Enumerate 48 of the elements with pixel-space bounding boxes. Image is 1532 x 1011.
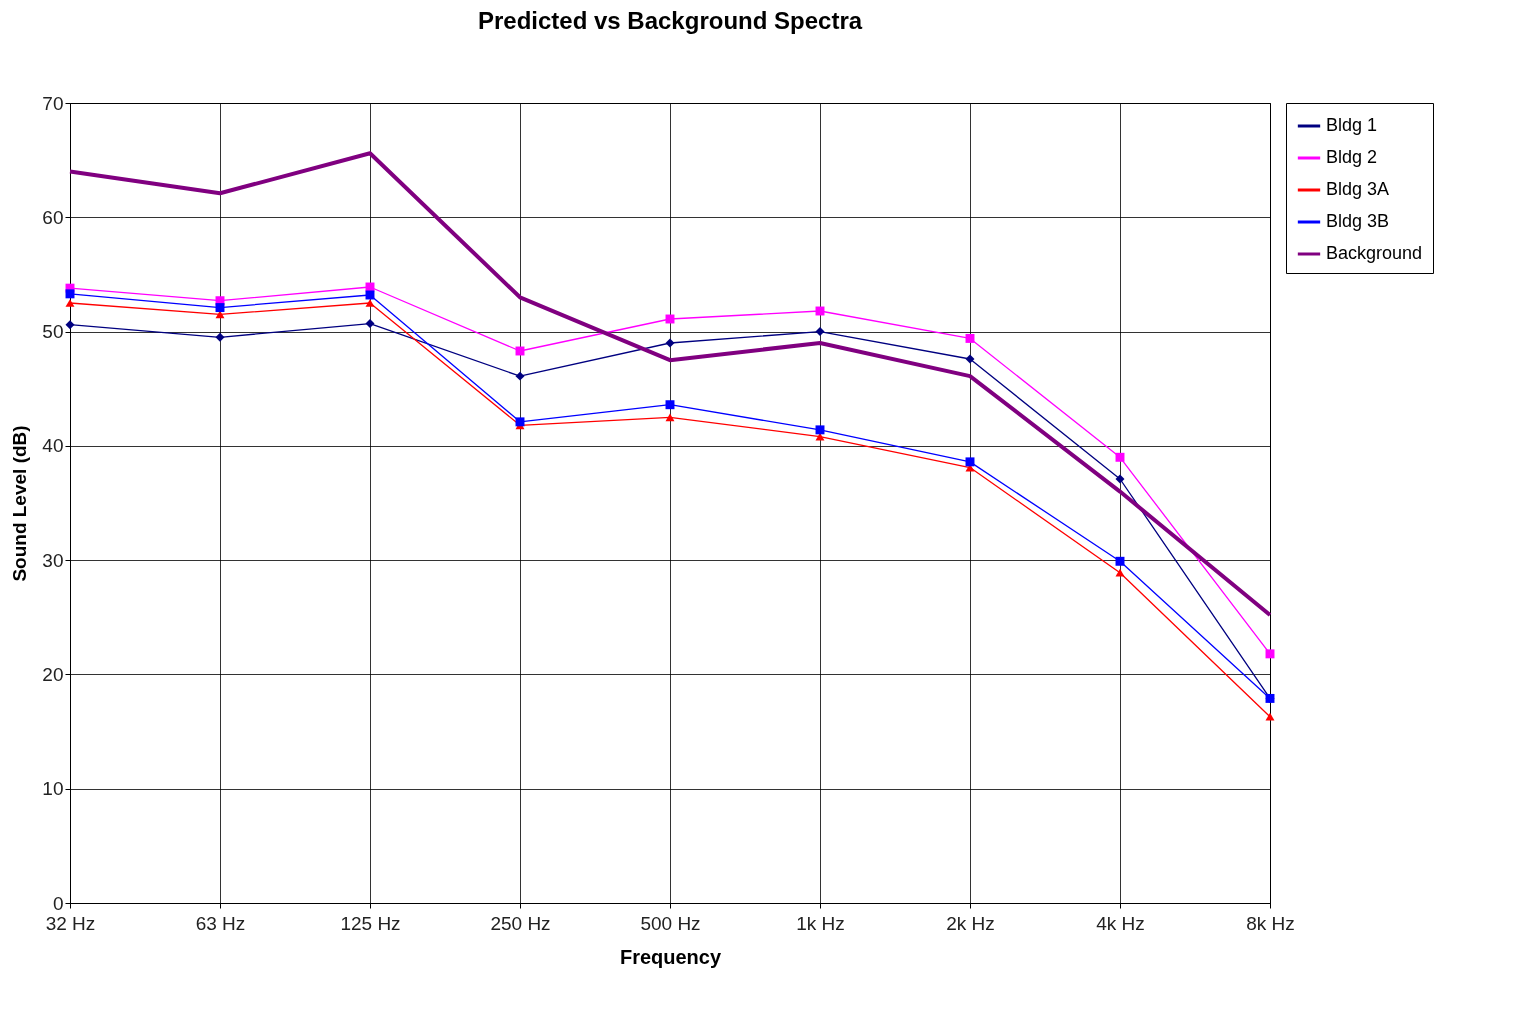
y-tick-label: 20 — [42, 663, 64, 685]
point — [1265, 712, 1275, 721]
x-tick-label: 8k Hz — [1246, 912, 1295, 934]
point — [665, 338, 675, 348]
point — [965, 333, 975, 343]
y-tick-label: 60 — [42, 206, 64, 228]
legend-label: Bldg 3B — [1326, 211, 1390, 231]
point — [515, 371, 525, 381]
x-tick-label: 250 Hz — [490, 912, 551, 934]
y-axis-title: Sound Level (dB) — [9, 425, 31, 582]
y-tick-label: 50 — [42, 321, 64, 343]
point — [365, 299, 375, 307]
point — [1115, 556, 1125, 566]
legend-label: Background — [1326, 243, 1423, 263]
x-tick-label: 32 Hz — [45, 912, 96, 934]
y-tick-label: 30 — [42, 549, 64, 571]
legend-label: Bldg 3A — [1326, 179, 1390, 199]
point — [215, 303, 225, 313]
point — [65, 299, 75, 307]
point — [1265, 649, 1275, 659]
point — [65, 289, 75, 299]
point — [815, 425, 825, 435]
point — [665, 413, 675, 422]
line-series — [68, 151, 1272, 617]
point — [365, 319, 375, 329]
point — [1115, 474, 1125, 484]
point — [1115, 568, 1125, 577]
x-tick-label: 2k Hz — [946, 912, 995, 934]
y-tick-label: 70 — [42, 92, 64, 114]
legend-label: Bldg 2 — [1326, 147, 1378, 167]
chart-title: Predicted vs Background Spectra — [477, 7, 863, 34]
point — [665, 400, 675, 410]
y-tick-label: 0 — [52, 892, 64, 914]
x-tick-label: 4k Hz — [1096, 912, 1145, 934]
point — [815, 327, 825, 337]
x-tick-label: 1k Hz — [796, 912, 845, 934]
y-tick-label: 10 — [42, 778, 64, 800]
x-tick-label: 63 Hz — [195, 912, 246, 934]
legend-label: Bldg 1 — [1326, 115, 1378, 135]
point — [215, 332, 225, 342]
point — [515, 417, 525, 427]
point — [1115, 452, 1125, 462]
y-tick-label: 40 — [42, 435, 64, 457]
x-axis-title: Frequency — [619, 945, 722, 968]
x-tick-label: 500 Hz — [640, 912, 701, 934]
point — [965, 354, 975, 364]
point — [965, 457, 975, 467]
x-tick-label: 125 Hz — [340, 912, 401, 934]
